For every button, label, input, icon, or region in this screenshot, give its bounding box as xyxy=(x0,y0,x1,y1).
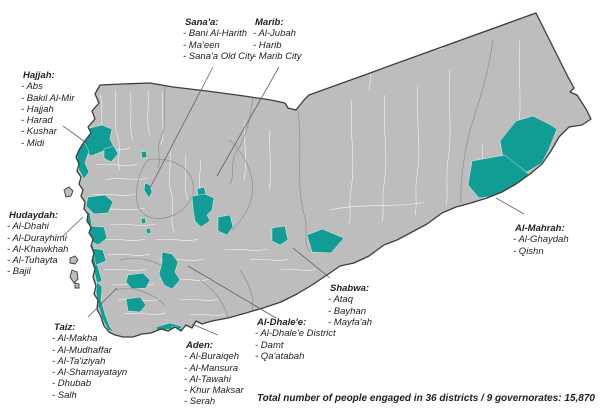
label-group-hajjah: Hajjah: - Abs - Bakil Al-Mir - Hajjah - … xyxy=(21,70,74,149)
district-item: - Bani Al-Harith xyxy=(183,28,248,40)
governorate-title: Hajjah: xyxy=(23,70,55,81)
district-item: - Harib xyxy=(253,39,282,51)
district-item: - Al-Ta'iziyah xyxy=(52,355,106,367)
governorate-title: Hudaydah: xyxy=(9,210,59,221)
district-item: - Sana'a Old City xyxy=(183,50,255,62)
highlighted-district xyxy=(125,272,151,290)
governorate-title: Shabwa: xyxy=(330,283,370,294)
label-group-sanaa: Sana'a: - Bani Al-Harith - Ma'een - Sana… xyxy=(183,17,255,62)
governorate-title: Marib: xyxy=(255,17,284,28)
district-item: - Khur Maksar xyxy=(184,385,244,397)
district-item: - Midi xyxy=(21,137,45,149)
highlighted-district xyxy=(140,217,147,225)
district-item: - Ataq xyxy=(328,294,353,306)
governorate-title: Taiz: xyxy=(54,322,76,333)
highlighted-district xyxy=(125,296,147,313)
label-group-aden: Aden: - Al-Buraiqeh - Al-Mansura - Al-Ta… xyxy=(184,340,244,408)
highlighted-district xyxy=(143,182,153,199)
label-group-hudaydah: Hudaydah: - Al-Dhahi - Al-Durayhimi - Al… xyxy=(7,210,68,278)
highlighted-district xyxy=(184,327,191,334)
district-item: - Abs xyxy=(21,81,43,93)
governorate-title: Aden: xyxy=(186,340,213,351)
highlighted-district xyxy=(158,251,181,290)
district-item: - Al-Makha xyxy=(52,333,98,345)
district-item: - Bakil Al-Mir xyxy=(21,92,75,104)
highlighted-district xyxy=(85,194,114,215)
label-group-mahrah: Al-Mahrah: - Al-Ghaydah - Qishn xyxy=(513,223,569,257)
district-item: - Qa'atabah xyxy=(255,350,305,362)
district-item: - Al-Mansura xyxy=(184,362,239,374)
district-item: - Al-Jubah xyxy=(253,28,296,40)
district-item: - Salh xyxy=(52,389,77,401)
district-item: - Bajil xyxy=(7,266,31,278)
governorate-title: Al-Dhale'e: xyxy=(257,317,307,328)
district-item: - Damt xyxy=(255,339,284,351)
highlighted-district xyxy=(217,214,234,236)
total-engaged-note: Total number of people engaged in 36 dis… xyxy=(256,393,595,404)
highlighted-district xyxy=(145,227,152,235)
district-item: - Dhubab xyxy=(52,378,92,390)
label-group-shabwa: Shabwa: - Ataq - Bayhan - Mayfa'ah xyxy=(328,283,372,328)
leader-lines xyxy=(61,66,525,336)
district-item: - Al-Dhale'e District xyxy=(255,328,336,340)
highlighted-district xyxy=(103,145,119,163)
district-item: - Al-Dhahi xyxy=(7,221,49,233)
district-item: - Kushar xyxy=(21,126,57,138)
district-item: - Harad xyxy=(21,115,53,127)
label-group-taiz: Taiz: - Al-Makha - Al-Mudhaffar - Al-Ta'… xyxy=(52,322,127,401)
governorate-title: Al-Mahrah: xyxy=(515,223,565,234)
label-group-marib: Marib: - Al-Jubah - Harib - Marib City xyxy=(253,17,302,62)
district-item: - Mayfa'ah xyxy=(328,316,373,328)
district-item: - Hajjah xyxy=(21,103,54,115)
highlighted-district xyxy=(91,247,107,266)
district-item: - Bayhan xyxy=(328,305,367,317)
district-item: - Al-Buraiqeh xyxy=(184,351,240,363)
district-item: - Al-Durayhimi xyxy=(7,232,67,244)
highlighted-district xyxy=(191,193,215,228)
highlighted-district xyxy=(196,186,207,197)
district-item: - Al-Khawkhah xyxy=(7,243,69,255)
district-item: - Marib City xyxy=(253,50,302,62)
islands xyxy=(63,186,80,289)
district-item: - Al-Shamayatayn xyxy=(52,367,128,379)
district-item: - Qishn xyxy=(513,245,544,257)
district-item: - Serah xyxy=(184,396,216,408)
district-item: - Ma'een xyxy=(183,39,220,51)
highlighted-district xyxy=(140,150,148,159)
highlighted-district xyxy=(271,225,289,246)
district-item: - Al-Mudhaffar xyxy=(52,344,112,356)
district-item: - Al-Tawahi xyxy=(184,373,231,385)
governorate-title: Sana'a: xyxy=(185,17,219,28)
label-group-dhalee: Al-Dhale'e: - Al-Dhale'e District - Damt… xyxy=(255,317,336,362)
district-item: - Al-Tuhayta xyxy=(7,255,58,267)
highlighted-district xyxy=(306,228,345,254)
district-item: - Al-Ghaydah xyxy=(513,234,569,246)
